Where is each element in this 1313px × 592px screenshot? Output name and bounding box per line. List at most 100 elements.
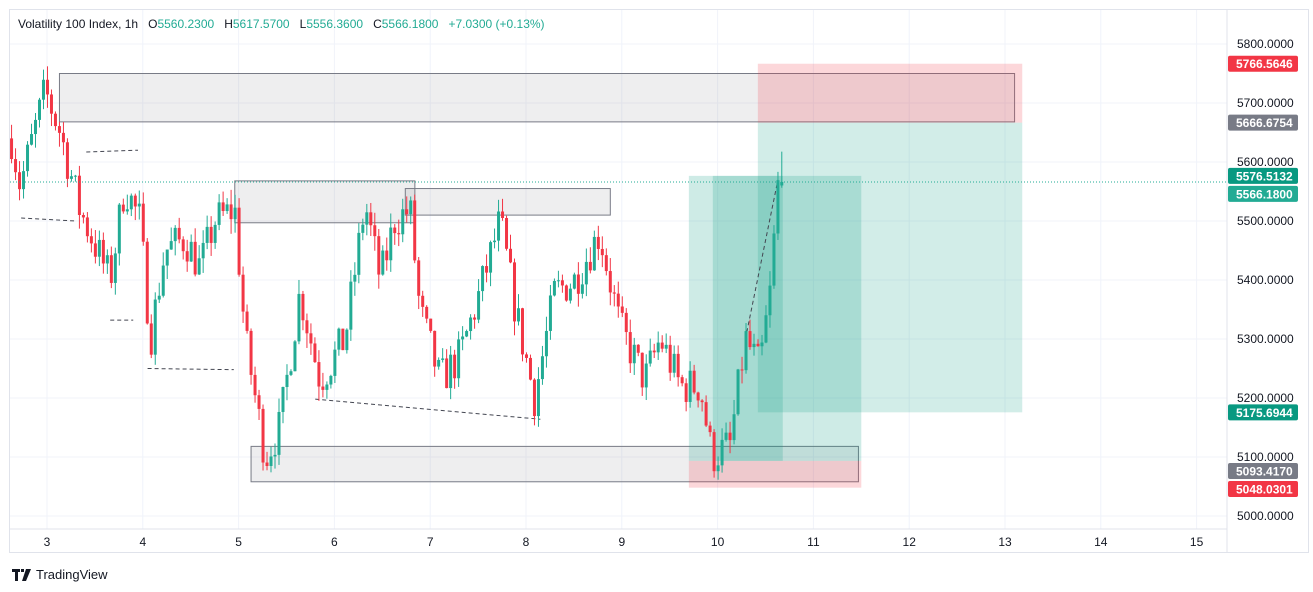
- candle-body: [528, 357, 532, 380]
- candle: [764, 305, 768, 344]
- open-value: 5560.2300: [157, 17, 215, 31]
- tradingview-logo-icon: [12, 568, 31, 581]
- candle: [620, 296, 624, 318]
- candle-body: [744, 331, 748, 371]
- candle: [532, 378, 536, 426]
- candle-body: [77, 175, 81, 215]
- candle: [26, 141, 30, 177]
- candle-body: [45, 79, 49, 95]
- candle: [253, 366, 257, 403]
- candle: [417, 256, 421, 310]
- candle-body: [509, 248, 513, 263]
- candle-body: [321, 386, 325, 390]
- candle-body: [748, 331, 752, 348]
- candle: [740, 356, 744, 384]
- price-tick-label: 5400.0000: [1237, 273, 1294, 287]
- candle-body: [245, 311, 249, 331]
- candle-body: [724, 432, 728, 440]
- candle: [173, 225, 177, 256]
- candle-body: [253, 374, 257, 396]
- candle-body: [193, 241, 197, 275]
- candle: [197, 245, 201, 276]
- price-tick-label: 5600.0000: [1237, 155, 1294, 169]
- candle: [405, 196, 409, 223]
- candle-body: [18, 172, 22, 190]
- candle: [369, 202, 373, 236]
- candle: [540, 345, 544, 385]
- candle-body: [361, 224, 365, 233]
- candle-body: [688, 370, 692, 402]
- candle: [297, 279, 301, 345]
- candle: [177, 217, 181, 244]
- candle: [245, 304, 249, 334]
- candle-body: [680, 377, 684, 384]
- dashed-trendline: [147, 368, 234, 371]
- candle-body: [580, 284, 584, 294]
- price-label-badge: [1228, 114, 1298, 131]
- time-tick-label: 11: [807, 535, 820, 549]
- candle-body: [497, 211, 501, 241]
- candle: [724, 422, 728, 442]
- candle: [157, 282, 161, 304]
- candle: [493, 228, 497, 249]
- candle: [149, 314, 153, 359]
- candle-body: [281, 387, 285, 412]
- candle: [708, 421, 712, 437]
- time-tick-label: 3: [44, 535, 51, 549]
- time-tick-label: 15: [1190, 535, 1204, 549]
- candle: [293, 340, 297, 372]
- candle: [712, 429, 716, 478]
- candle: [373, 212, 377, 251]
- candle-body: [225, 204, 229, 212]
- candle-body: [165, 249, 169, 266]
- candle-body: [305, 320, 309, 334]
- candle-body: [628, 332, 632, 364]
- time-tick-label: 9: [618, 535, 625, 549]
- candle: [720, 428, 724, 473]
- candle-body: [353, 274, 357, 282]
- candle-body: [544, 330, 548, 357]
- candle: [748, 319, 752, 350]
- candle-body: [141, 203, 145, 242]
- chart-frame: [9, 9, 1309, 553]
- candle: [672, 345, 676, 378]
- candle: [129, 193, 133, 217]
- candle-body: [564, 285, 568, 301]
- candle-body: [125, 209, 129, 212]
- symbol-name[interactable]: Volatility 100 Index, 1h: [18, 17, 139, 31]
- candle-body: [660, 342, 664, 349]
- candle-body: [505, 217, 509, 249]
- candle: [680, 374, 684, 387]
- candle-body: [285, 374, 289, 388]
- candle: [125, 194, 129, 215]
- candle-body: [373, 225, 377, 237]
- candle-body: [421, 295, 425, 307]
- candle: [513, 258, 517, 336]
- candle: [425, 305, 429, 324]
- candle: [572, 272, 576, 290]
- candle-body: [237, 207, 241, 275]
- candle-body: [728, 432, 732, 441]
- candle: [704, 395, 708, 428]
- candle: [536, 367, 540, 427]
- candle-body: [584, 261, 588, 285]
- price-label-text: 5666.6754: [1236, 116, 1293, 130]
- candle: [257, 389, 261, 420]
- candle: [768, 271, 772, 328]
- candle: [676, 345, 680, 387]
- candle-body: [229, 204, 233, 220]
- candle: [760, 334, 764, 356]
- candle-body: [588, 261, 592, 271]
- candle: [169, 227, 173, 250]
- change-value: +7.0300 (+0.13%): [448, 17, 545, 31]
- candle-body: [624, 312, 628, 333]
- candle-body: [656, 342, 660, 353]
- candle: [505, 215, 509, 251]
- tradingview-logo[interactable]: TradingView: [12, 567, 108, 582]
- candle: [401, 198, 405, 243]
- candle: [201, 230, 205, 273]
- candle-body: [473, 317, 477, 320]
- zone-rectangle: [404, 188, 611, 216]
- candle: [353, 262, 357, 296]
